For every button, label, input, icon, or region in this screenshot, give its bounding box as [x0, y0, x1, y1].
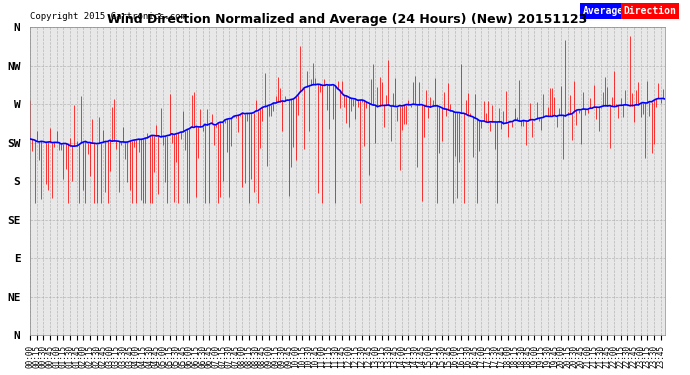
- Text: Copyright 2015 Cartronics.com: Copyright 2015 Cartronics.com: [30, 12, 186, 21]
- Text: Direction: Direction: [624, 6, 677, 16]
- Text: Average: Average: [582, 6, 624, 16]
- Title: Wind Direction Normalized and Average (24 Hours) (New) 20151123: Wind Direction Normalized and Average (2…: [108, 13, 588, 26]
